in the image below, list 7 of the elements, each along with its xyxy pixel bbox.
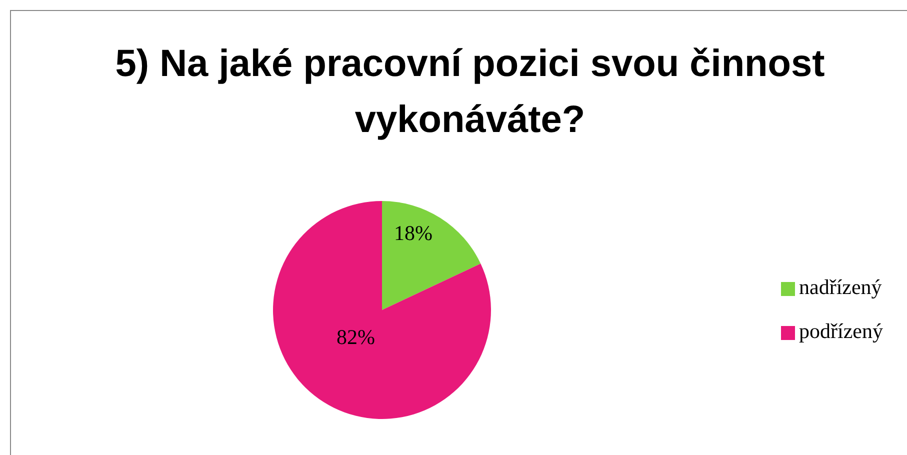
chart-title: 5) Na jaké pracovní pozici svou činnost vykonáváte? bbox=[114, 42, 826, 143]
pie-slice bbox=[273, 201, 491, 419]
legend-label: nadřízený bbox=[799, 275, 882, 299]
data-label: 82% bbox=[336, 325, 376, 350]
data-label: 18% bbox=[394, 220, 432, 245]
pie-slice bbox=[382, 201, 481, 310]
legend-label: podřízený bbox=[799, 319, 883, 343]
